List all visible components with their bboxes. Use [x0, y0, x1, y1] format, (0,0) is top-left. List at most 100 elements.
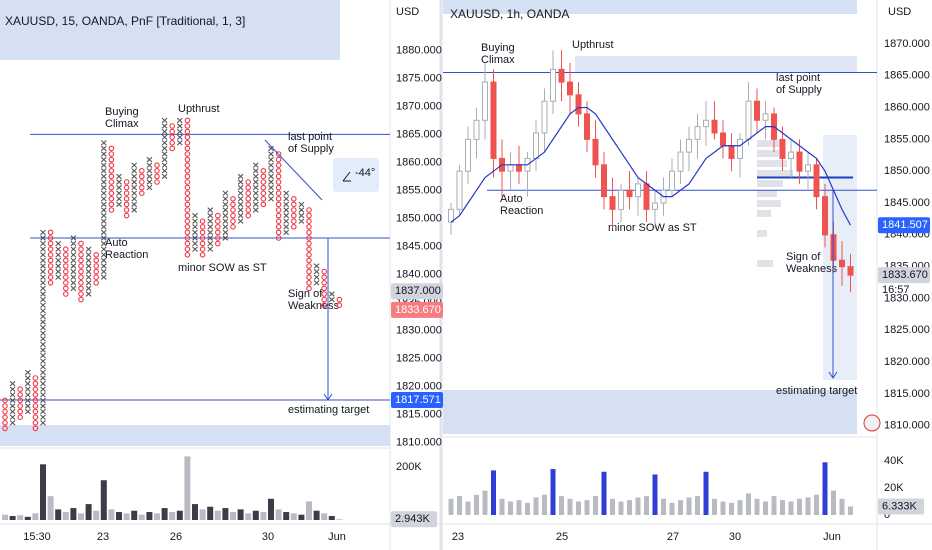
price-label: 1837.000 — [395, 285, 441, 297]
annotation: Upthrust — [572, 39, 614, 51]
volume-bar — [123, 513, 130, 520]
candle-body — [482, 81, 488, 121]
y-tick-label: 1865.000 — [396, 128, 442, 140]
volume-bar — [268, 498, 274, 520]
y-tick-label: 1865.000 — [884, 70, 930, 82]
volume-bar — [457, 496, 462, 515]
volume-bar — [207, 506, 214, 520]
volume-bar — [474, 494, 479, 515]
y-tick-label: 1810.000 — [396, 436, 442, 448]
o-column — [17, 386, 23, 420]
angle-icon — [342, 171, 351, 182]
volume-bar — [298, 514, 305, 520]
y-tick-label: 1810.000 — [884, 420, 930, 432]
supply-zone — [443, 0, 857, 14]
candle-body — [533, 132, 539, 159]
x-column — [85, 246, 92, 297]
candle-body — [473, 119, 480, 140]
annotation: last point — [288, 131, 332, 143]
volume-bar — [516, 500, 522, 515]
y-tick-label: 1820.000 — [884, 356, 930, 368]
candle-body — [745, 100, 752, 140]
candle-body — [635, 183, 641, 198]
price-label-box — [391, 392, 443, 409]
candle-body — [686, 138, 692, 153]
candle-body — [711, 119, 718, 134]
o-column — [139, 168, 145, 196]
x-tick-label: 26 — [170, 531, 182, 543]
volume-bar — [321, 513, 328, 520]
volume-bar — [192, 504, 198, 520]
volume-bar — [593, 496, 598, 515]
o-column — [215, 212, 221, 247]
y-tick-label: 1855.000 — [396, 184, 442, 196]
candle-body — [694, 126, 701, 140]
candle-body — [567, 81, 573, 96]
volume-bar — [252, 510, 259, 520]
volume-bar — [184, 456, 191, 520]
volume-bar — [601, 471, 607, 515]
candle-body — [822, 196, 828, 236]
x-column — [70, 235, 77, 292]
volume-bar — [108, 509, 115, 520]
volume-bar — [678, 500, 683, 515]
volume-bar — [245, 513, 252, 520]
x-column — [268, 145, 274, 202]
volume-bar — [822, 462, 828, 515]
candle-body — [813, 164, 820, 198]
volume-bar — [763, 501, 768, 515]
x-tick-label: 25 — [556, 531, 568, 543]
volume-bar — [584, 500, 590, 515]
volume-bar — [70, 508, 77, 520]
volume-bar — [542, 494, 547, 515]
o-column — [32, 375, 39, 432]
volume-bar — [720, 501, 726, 515]
volume-bar — [146, 512, 153, 520]
candle-body — [847, 266, 854, 276]
candle-body — [754, 100, 760, 121]
candle-body — [796, 151, 803, 172]
price-label: 1817.571 — [395, 394, 441, 406]
candle-body — [677, 151, 684, 172]
x-column — [9, 380, 16, 426]
annotation: Climax — [105, 118, 139, 130]
volume-bar — [169, 512, 176, 520]
annotation: last point — [776, 72, 820, 84]
annotation: Reaction — [500, 205, 543, 217]
x-column — [131, 162, 138, 213]
volume-bar — [814, 494, 819, 515]
x-column — [192, 212, 198, 252]
x-tick-label: 30 — [262, 531, 274, 543]
chart-title: XAUUSD, 1h, OANDA — [450, 7, 569, 21]
annotation: Upthrust — [178, 103, 220, 115]
volume-bar — [32, 513, 39, 520]
o-column — [291, 196, 297, 230]
projection-zone — [823, 135, 857, 380]
o-column — [275, 151, 282, 241]
volume-bar — [746, 493, 751, 515]
volume-bar — [644, 496, 649, 515]
volume-bar — [260, 512, 267, 520]
annotation: of Supply — [288, 143, 334, 155]
y-tick-label: 1860.000 — [884, 101, 930, 113]
volume-bar — [85, 504, 92, 520]
volume-bar — [313, 510, 320, 520]
annotation: minor SOW as ST — [608, 222, 697, 234]
volume-bar — [525, 502, 530, 515]
price-label-box — [391, 301, 443, 318]
annotation: Sign of — [288, 288, 323, 300]
x-column — [100, 140, 107, 280]
volume-bar — [131, 510, 138, 520]
candle-body — [558, 68, 565, 83]
volume-bar — [482, 490, 488, 515]
volume-bar — [40, 464, 46, 520]
volume-bar — [491, 470, 496, 515]
y-tick-label: 1875.000 — [396, 72, 442, 84]
annotation: Reaction — [105, 249, 148, 261]
volume-label: 2.943K — [395, 513, 431, 525]
flag-icon[interactable] — [863, 414, 881, 432]
x-column — [55, 240, 62, 280]
y-tick-label: 1845.000 — [884, 197, 930, 209]
